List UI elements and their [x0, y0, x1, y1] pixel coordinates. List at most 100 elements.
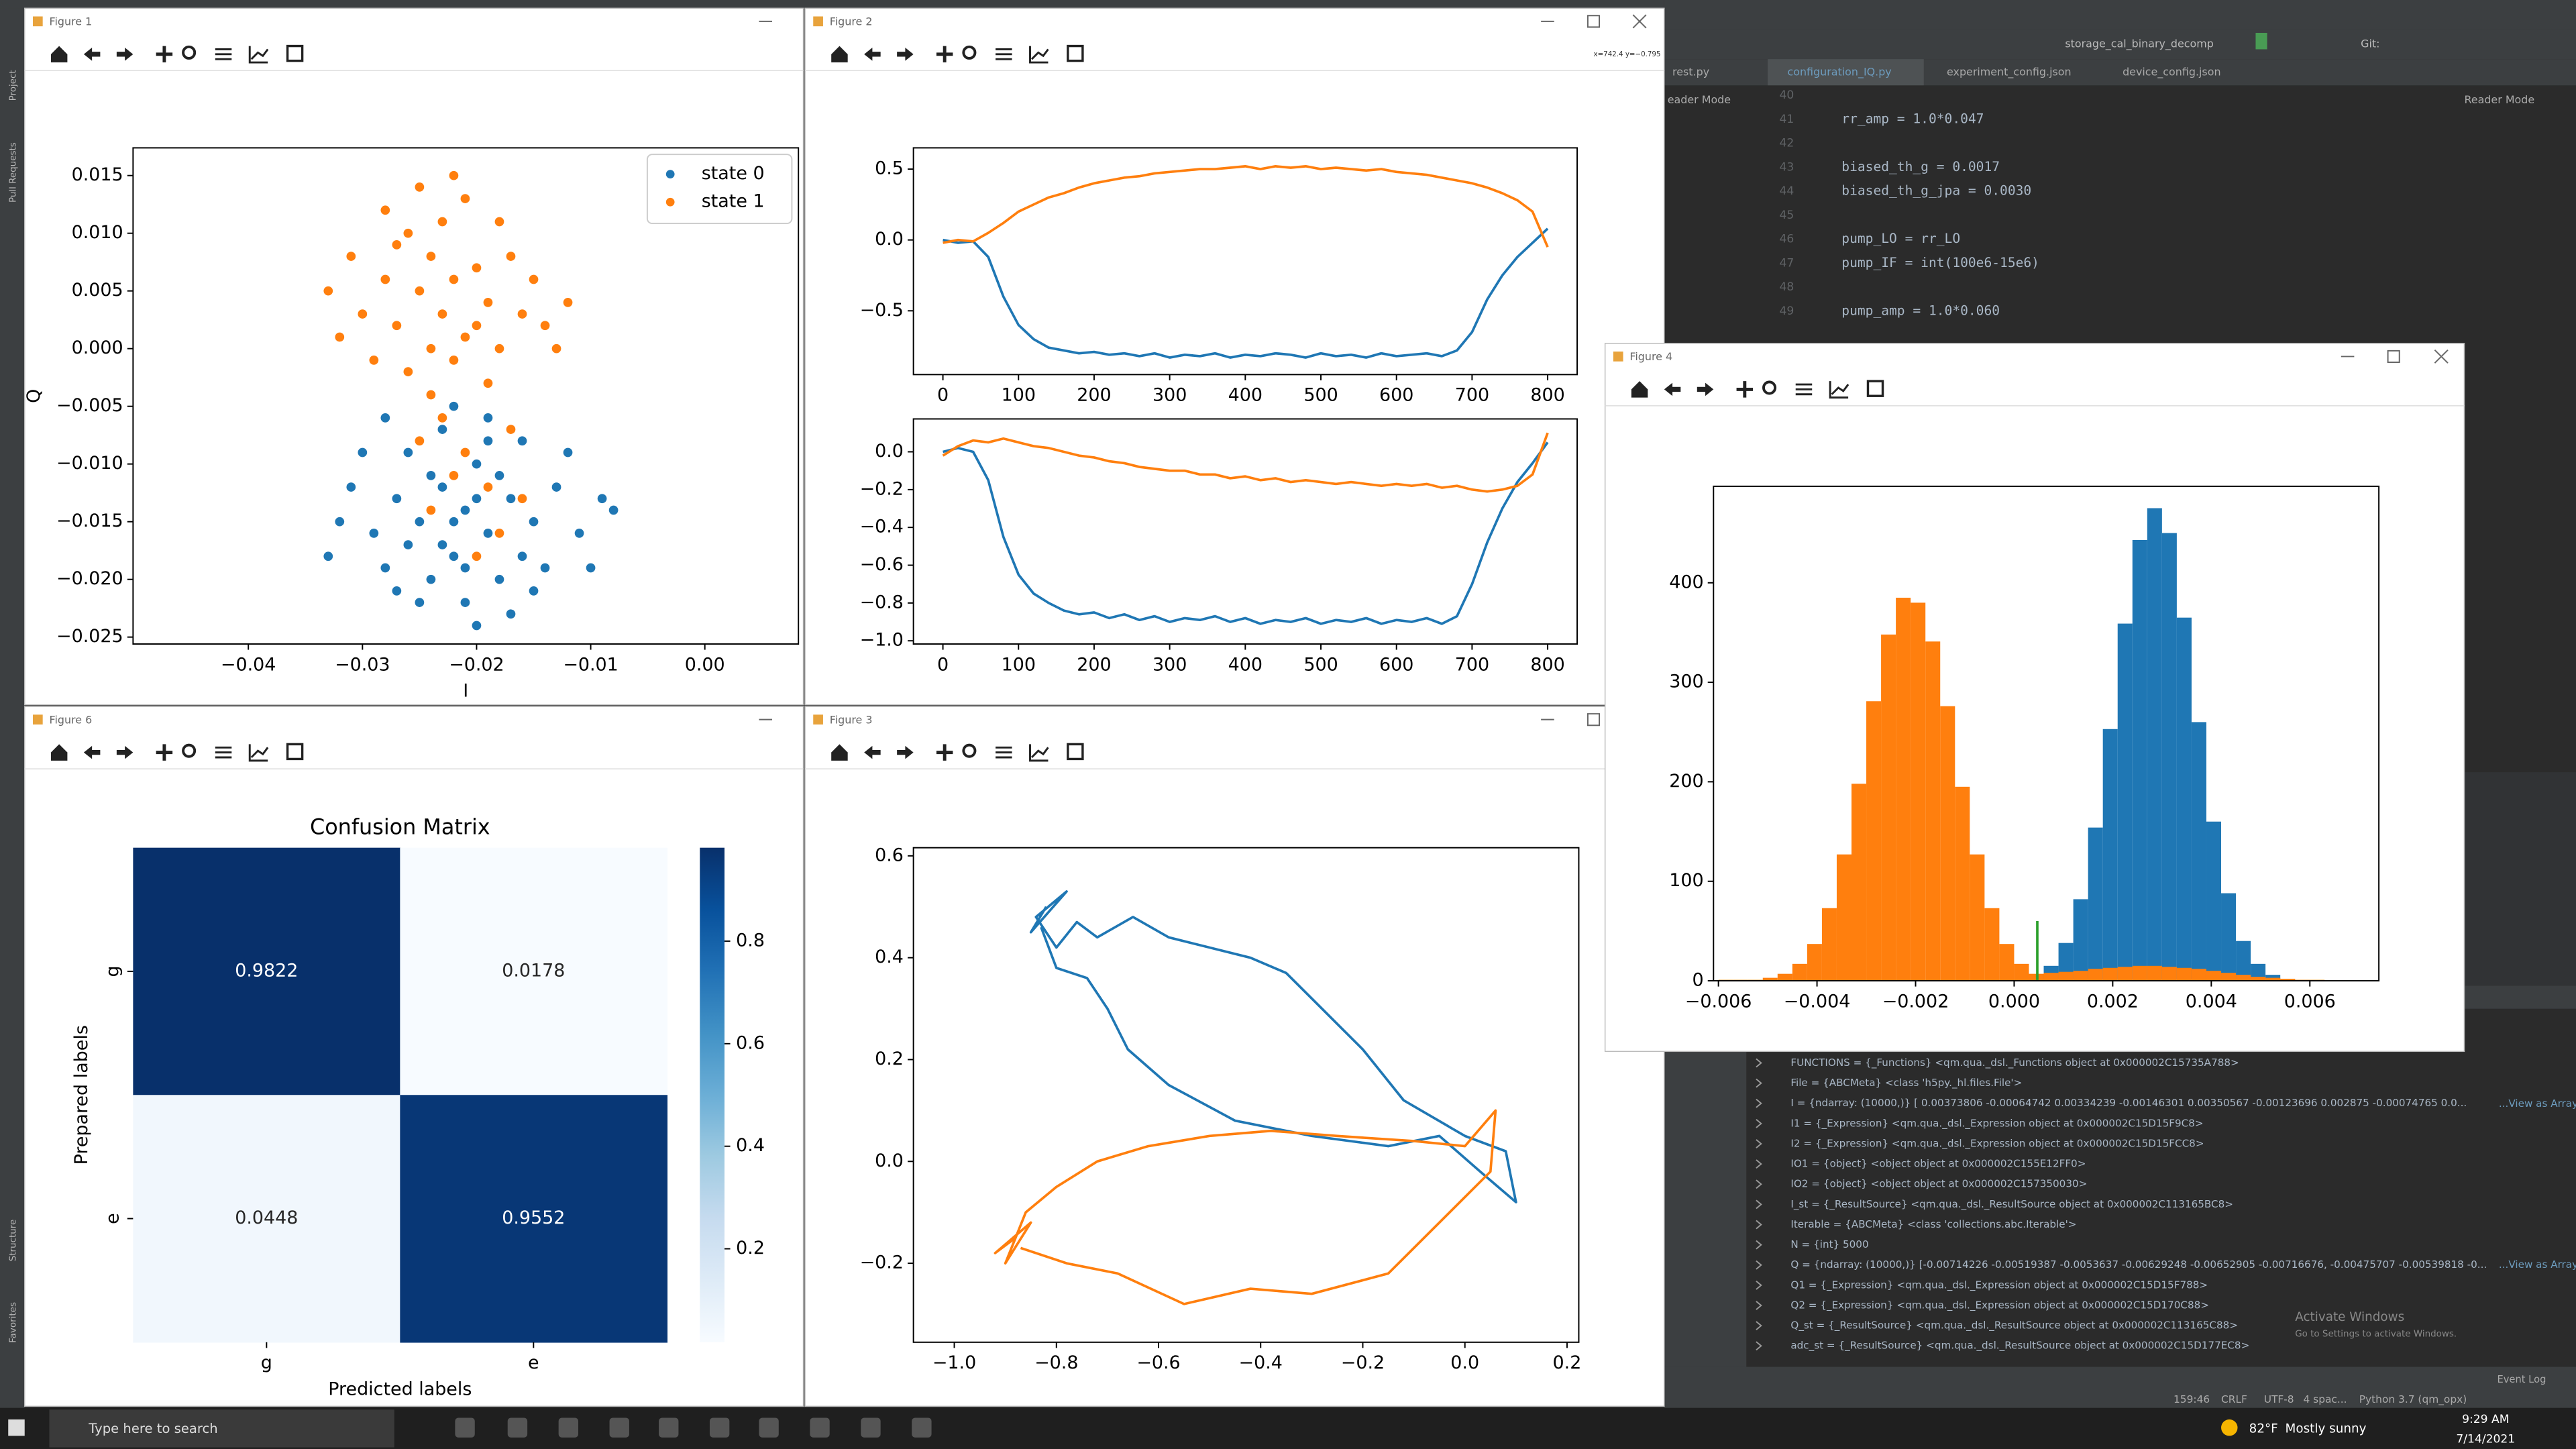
colorbar [700, 847, 724, 1342]
tool-zoom[interactable] [962, 45, 977, 60]
window-control[interactable] [1632, 14, 1647, 29]
tool-home[interactable] [50, 46, 68, 63]
status-item[interactable]: UTF-8 [2264, 1393, 2294, 1405]
variable-row[interactable]: N = {int} 5000 [1790, 1238, 1868, 1250]
variable-row[interactable]: I1 = {_Expression} <qm.qua._dsl._Express… [1790, 1117, 2203, 1130]
tool-forward[interactable] [897, 745, 914, 759]
variable-row[interactable]: I2 = {_Expression} <qm.qua._dsl._Express… [1790, 1137, 2204, 1150]
tool-save[interactable] [286, 743, 304, 761]
variable-row[interactable]: adc_st = {_ResultSource} <qm.qua._dsl._R… [1790, 1340, 2249, 1352]
view-as-array[interactable]: ...View as Array [2499, 1097, 2576, 1110]
tool-save[interactable] [286, 44, 304, 62]
window-control[interactable] [2387, 350, 2400, 363]
taskbar-app[interactable] [558, 1417, 579, 1438]
tool-axes[interactable] [1029, 46, 1049, 64]
status-item[interactable]: Python 3.7 (qm_opx) [2359, 1393, 2467, 1406]
weather-icon[interactable] [2221, 1419, 2238, 1436]
expand-arrow [1756, 1280, 1762, 1290]
variable-row[interactable]: I = {ndarray: (10000,)} [ 0.00373806 -0.… [1790, 1097, 2467, 1109]
editor-tab[interactable]: device_config.json [2123, 65, 2220, 78]
view-as-array[interactable]: ...View as Array [2499, 1258, 2576, 1271]
variable-row[interactable]: Q_st = {_ResultSource} <qm.qua._dsl._Res… [1790, 1320, 2238, 1332]
tool-zoom[interactable] [182, 45, 197, 60]
tool-zoom[interactable] [962, 743, 977, 758]
event-log[interactable]: Event Log [2497, 1374, 2546, 1385]
variable-row[interactable]: File = {ABCMeta} <class 'h5py._hl.files.… [1790, 1077, 2022, 1089]
tool-axes[interactable] [1029, 744, 1049, 762]
tool-back[interactable] [864, 745, 881, 759]
tool-save[interactable] [1866, 380, 1884, 397]
editor-tab[interactable]: configuration_IQ.py [1787, 65, 1891, 78]
tool-forward[interactable] [116, 48, 133, 61]
tool-pan[interactable] [936, 744, 953, 761]
sidebar-tab[interactable]: Project [9, 70, 19, 101]
start-button[interactable] [8, 1419, 25, 1436]
tool-forward[interactable] [897, 48, 914, 61]
tool-forward[interactable] [1697, 382, 1714, 396]
variable-row[interactable]: IO2 = {object} <object object at 0x00000… [1790, 1178, 2087, 1190]
tool-back[interactable] [1664, 382, 1681, 396]
sidebar-tab[interactable]: Structure [9, 1220, 19, 1262]
tool-home[interactable] [831, 744, 848, 761]
tool-forward[interactable] [116, 745, 133, 759]
tool-config[interactable] [1795, 383, 1813, 396]
tool-back[interactable] [864, 48, 881, 61]
tool-home[interactable] [1631, 381, 1648, 398]
tool-zoom[interactable] [1762, 380, 1777, 395]
window-control[interactable] [2434, 349, 2449, 364]
tool-config[interactable] [996, 746, 1012, 759]
taskbar-app[interactable] [759, 1417, 779, 1438]
tool-pan[interactable] [936, 46, 953, 63]
taskbar-app[interactable] [507, 1417, 528, 1438]
window-control[interactable] [1587, 15, 1601, 28]
tool-pan[interactable] [156, 744, 173, 761]
search-text[interactable]: Type here to search [88, 1421, 217, 1436]
variable-row[interactable]: IO1 = {object} <object object at 0x00000… [1790, 1158, 2086, 1170]
tool-save[interactable] [1067, 44, 1084, 62]
taskbar-app[interactable] [912, 1417, 932, 1438]
variable-row[interactable]: Q = {ndarray: (10000,)} [-0.00714226 -0.… [1790, 1258, 2487, 1271]
reader-mode: eader Mode [1668, 93, 1731, 106]
tool-home[interactable] [50, 744, 68, 761]
taskbar-app[interactable] [810, 1417, 830, 1438]
x-tick-label: 100 [1002, 385, 1036, 406]
tool-pan[interactable] [156, 46, 173, 63]
variable-row[interactable]: Iterable = {ABCMeta} <class 'collections… [1790, 1218, 2076, 1230]
taskbar-app[interactable] [861, 1417, 881, 1438]
run-config[interactable]: storage_cal_binary_decomp [2065, 38, 2213, 51]
editor-tab[interactable]: rest.py [1672, 65, 1709, 78]
status-item[interactable]: CRLF [2221, 1393, 2247, 1405]
variable-row[interactable]: Q1 = {_Expression} <qm.qua._dsl._Express… [1790, 1279, 2208, 1291]
tool-config[interactable] [215, 746, 232, 759]
tool-axes[interactable] [248, 744, 269, 762]
taskbar-app[interactable] [709, 1417, 730, 1438]
taskbar-app[interactable] [455, 1417, 475, 1438]
variable-row[interactable]: Q2 = {_Expression} <qm.qua._dsl._Express… [1790, 1299, 2209, 1311]
tool-save[interactable] [1067, 743, 1084, 761]
tool-pan[interactable] [1736, 381, 1754, 398]
active-tab[interactable] [1768, 59, 1924, 86]
tool-axes[interactable] [248, 46, 269, 64]
tool-home[interactable] [831, 46, 848, 63]
variable-row[interactable]: I_st = {_ResultSource} <qm.qua._dsl._Res… [1790, 1198, 2233, 1211]
tool-zoom[interactable] [182, 743, 197, 758]
editor-tab[interactable]: experiment_config.json [1947, 65, 2072, 78]
activate-windows: Activate Windows [2295, 1310, 2404, 1324]
status-item[interactable]: 159:46 [2174, 1393, 2210, 1405]
taskbar-app[interactable] [609, 1417, 629, 1438]
variable-row[interactable]: FUNCTIONS = {_Functions} <qm.qua._dsl._F… [1790, 1057, 2239, 1069]
data-line [994, 1109, 1497, 1305]
run-button[interactable] [2255, 32, 2267, 50]
sidebar-tab[interactable]: Favorites [9, 1302, 19, 1343]
sidebar-tab[interactable]: Pull Requests [9, 142, 19, 203]
tool-axes[interactable] [1829, 381, 1849, 399]
search-box[interactable] [49, 1409, 394, 1448]
tool-config[interactable] [215, 48, 232, 60]
axes-frame [1713, 485, 2380, 982]
taskbar-app[interactable] [659, 1417, 679, 1438]
tool-config[interactable] [996, 48, 1012, 60]
window-control[interactable] [1587, 713, 1601, 727]
status-item[interactable]: 4 spac... [2303, 1393, 2347, 1405]
histogram-bar [2206, 821, 2222, 981]
